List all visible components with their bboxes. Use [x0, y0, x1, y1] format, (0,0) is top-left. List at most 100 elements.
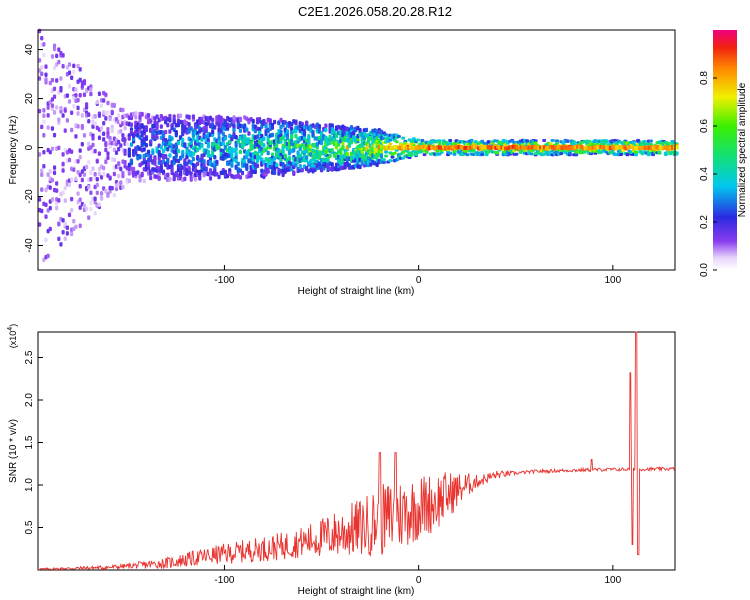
heatmap-ridge-cell	[533, 144, 537, 149]
heatmap-cell	[99, 175, 104, 180]
heatmap-ridge-cell	[443, 146, 448, 151]
heatmap-cell	[89, 87, 93, 92]
heatmap-cell	[78, 154, 82, 160]
heatmap-cell	[104, 159, 108, 165]
heatmap-cell	[142, 178, 146, 184]
snr-ytick-label: 2.5	[24, 350, 35, 364]
heatmap-cell	[554, 139, 559, 143]
heatmap-cell	[217, 174, 221, 180]
heatmap-cell	[42, 163, 46, 169]
heatmap-ridge-cell	[638, 146, 642, 151]
heatmap-cell	[46, 113, 50, 118]
heatmap-cell	[61, 161, 65, 167]
heatmap-cell	[40, 124, 44, 130]
heatmap-cell	[89, 190, 93, 196]
heatmap-cell	[330, 148, 334, 153]
heatmap-cell	[78, 184, 82, 189]
heatmap-ridge-cell	[506, 146, 510, 151]
heatmap-cell	[151, 150, 155, 156]
heatmap-ridge-cell	[544, 146, 549, 151]
heatmap-cell	[270, 125, 275, 130]
heatmap-cell	[72, 103, 76, 109]
heatmap-ridge-cell	[570, 145, 574, 150]
heatmap-ridge-cell	[482, 144, 487, 149]
heatmap-cell	[548, 142, 553, 146]
heatmap-cell	[93, 210, 97, 216]
heatmap-cell	[272, 170, 277, 176]
heatmap-cell	[159, 145, 163, 150]
heatmap-cell	[281, 135, 285, 141]
heatmap-cell	[166, 173, 170, 178]
heatmap-cell	[394, 140, 399, 144]
heatmap-cell	[42, 53, 46, 58]
heatmap-cell	[311, 132, 315, 138]
heatmap-cell	[268, 118, 272, 123]
heatmap-cell	[211, 117, 215, 123]
heatmap-cell	[161, 169, 166, 175]
heatmap-cell	[341, 145, 345, 150]
heatmap-ridge-cell	[568, 146, 572, 151]
heatmap-cell	[155, 146, 159, 152]
heatmap-ridge-cell	[564, 145, 568, 150]
heatmap-cell	[183, 124, 187, 129]
heatmap-cell	[247, 131, 251, 136]
heatmap-ridge-cell	[669, 146, 673, 151]
spectrogram-xlabel: Height of straight line (km)	[298, 286, 415, 297]
heatmap-ridge-cell	[562, 144, 566, 149]
heatmap-cell	[358, 164, 362, 170]
heatmap-cell	[82, 79, 87, 84]
heatmap-cell	[574, 153, 579, 157]
snr-multiplier: (x104)	[7, 324, 18, 348]
heatmap-cell	[149, 154, 153, 159]
heatmap-cell	[50, 77, 55, 83]
heatmap-cell	[112, 102, 116, 108]
heatmap-cell	[164, 119, 168, 125]
heatmap-cell	[134, 111, 138, 116]
heatmap-cell	[371, 144, 375, 149]
heatmap-cell	[102, 98, 106, 103]
heatmap-cell	[153, 156, 157, 162]
heatmap-cell	[129, 122, 134, 127]
heatmap-cell	[554, 142, 559, 146]
heatmap-ridge-cell	[480, 144, 485, 149]
heatmap-cell	[663, 152, 668, 156]
heatmap-ridge-cell	[581, 146, 586, 151]
heatmap-ridge-cell	[502, 146, 506, 151]
heatmap-ridge-cell	[556, 145, 561, 150]
heatmap-cell	[298, 164, 302, 170]
heatmap-ridge-cell	[675, 145, 679, 150]
heatmap-cell	[191, 156, 196, 162]
heatmap-cell	[281, 149, 285, 154]
heatmap-cell	[153, 161, 157, 166]
heatmap-cell	[529, 152, 534, 156]
heatmap-cell	[52, 86, 57, 92]
heatmap-cell	[448, 138, 453, 142]
heatmap-cell	[65, 93, 69, 98]
heatmap-ridge-cell	[389, 146, 394, 151]
heatmap-cell	[72, 69, 76, 75]
heatmap-cell	[63, 221, 67, 227]
heatmap-cell	[388, 138, 393, 142]
heatmap-cell	[91, 166, 95, 172]
heatmap-cell	[200, 143, 204, 149]
heatmap-cell	[67, 182, 72, 188]
heatmap-ridge-cell	[436, 145, 440, 150]
heatmap-cell	[166, 146, 170, 152]
heatmap-cell	[196, 161, 200, 166]
heatmap-cell	[514, 152, 519, 156]
heatmap-cell	[187, 129, 191, 134]
heatmap-cell	[38, 58, 42, 63]
heatmap-cell	[80, 124, 84, 129]
heatmap-cell	[234, 158, 238, 164]
heatmap-cell	[95, 182, 99, 188]
heatmap-ridge-cell	[379, 144, 384, 149]
heatmap-cell	[46, 125, 50, 130]
heatmap-cell	[471, 148, 476, 152]
heatmap-ridge-cell	[500, 145, 504, 150]
heatmap-cell	[52, 170, 57, 176]
heatmap-ridge-cell	[574, 144, 578, 149]
heatmap-cell	[567, 151, 572, 155]
heatmap-ridge-cell	[640, 145, 644, 150]
heatmap-ridge-cell	[593, 145, 597, 150]
heatmap-cell	[249, 140, 253, 146]
